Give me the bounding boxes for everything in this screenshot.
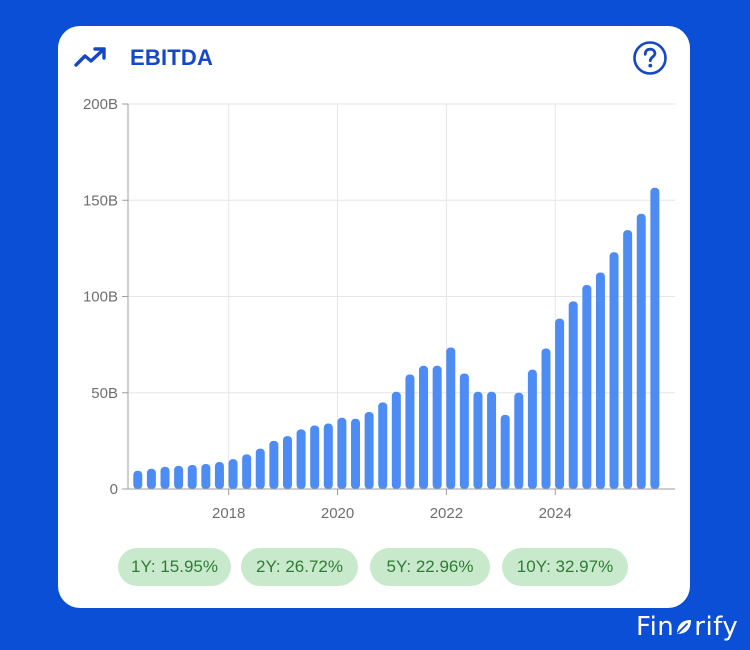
bar bbox=[296, 429, 306, 489]
bar bbox=[595, 272, 605, 489]
bar bbox=[187, 464, 197, 489]
y-tick-label: 0 bbox=[110, 481, 118, 498]
bar bbox=[269, 440, 279, 489]
bar bbox=[214, 462, 224, 489]
bar bbox=[487, 391, 497, 489]
bar bbox=[568, 301, 578, 489]
bar bbox=[459, 373, 469, 489]
bar bbox=[609, 252, 619, 489]
growth-pill-1y[interactable]: 1Y: 15.95% bbox=[118, 548, 231, 586]
bar bbox=[255, 448, 265, 489]
y-tick-label: 100B bbox=[83, 289, 118, 306]
y-tick-label: 50B bbox=[91, 385, 118, 402]
brand-text-start: Fin bbox=[636, 612, 675, 642]
bar bbox=[541, 348, 551, 489]
growth-pill-5y[interactable]: 5Y: 22.96% bbox=[370, 548, 490, 586]
bar bbox=[446, 347, 456, 489]
chart-title: EBITDA bbox=[130, 45, 214, 70]
bar bbox=[323, 423, 333, 489]
y-tick-label: 200B bbox=[83, 96, 118, 113]
bar bbox=[419, 365, 429, 489]
x-tick-label: 2022 bbox=[430, 505, 463, 522]
bar bbox=[351, 418, 361, 489]
growth-pill-2y[interactable]: 2Y: 26.72% bbox=[241, 548, 358, 586]
bar bbox=[582, 284, 592, 489]
help-circle-icon[interactable] bbox=[632, 40, 668, 76]
ebitda-bar-chart: 0 50B 100B 150B 200B 2018 2020 2022 2024 bbox=[58, 86, 690, 556]
bar bbox=[473, 391, 483, 489]
bar bbox=[391, 391, 401, 489]
bar bbox=[337, 417, 347, 489]
bar bbox=[650, 187, 660, 490]
bar bbox=[527, 369, 537, 489]
ebitda-card: EBITDA 0 50B 100B 150B 200B 2018 2020 2022 2024 … bbox=[58, 26, 690, 608]
bar bbox=[228, 459, 238, 489]
bar bbox=[378, 402, 388, 489]
bar bbox=[160, 466, 170, 489]
bar bbox=[146, 468, 156, 489]
bar bbox=[405, 374, 415, 489]
bar bbox=[282, 436, 292, 489]
chart-svg: 0 50B 100B 150B 200B 2018 2020 2022 2024 bbox=[83, 96, 675, 522]
x-tick-label: 2020 bbox=[321, 505, 354, 522]
growth-pill-10y[interactable]: 10Y: 32.97% bbox=[502, 548, 628, 586]
bar bbox=[555, 318, 565, 489]
bar bbox=[242, 454, 252, 489]
finbrify-logo: Fin rify bbox=[636, 612, 738, 642]
bar bbox=[133, 470, 143, 489]
brand-text-end: rify bbox=[694, 612, 739, 642]
bar bbox=[623, 230, 633, 489]
bar bbox=[364, 412, 374, 489]
bar bbox=[174, 465, 184, 489]
leaf-icon bbox=[677, 620, 692, 634]
trend-up-icon bbox=[74, 47, 106, 67]
bar bbox=[500, 414, 510, 489]
bar bbox=[514, 392, 524, 489]
x-tick-label: 2024 bbox=[539, 505, 572, 522]
y-tick-label: 150B bbox=[83, 192, 118, 209]
bar bbox=[432, 365, 442, 489]
x-tick-label: 2018 bbox=[212, 505, 245, 522]
card-header: EBITDA bbox=[58, 26, 690, 86]
bar bbox=[636, 213, 646, 489]
bar bbox=[201, 463, 211, 489]
bar bbox=[310, 425, 320, 489]
